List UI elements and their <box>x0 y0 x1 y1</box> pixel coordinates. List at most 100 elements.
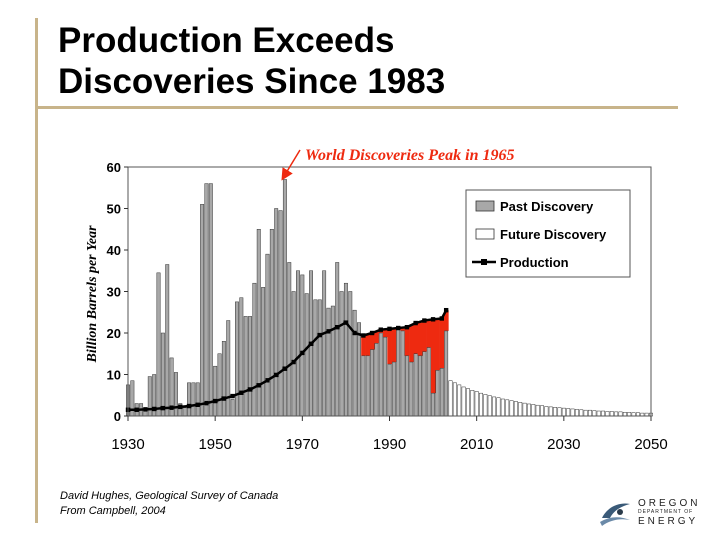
slide-title-line-1: Production Exceeds <box>58 21 395 60</box>
past-discovery-bar <box>365 355 370 417</box>
future-discovery-bar <box>627 412 632 417</box>
future-discovery-bar <box>535 404 540 417</box>
future-discovery-bar <box>461 386 466 417</box>
production-point <box>335 324 340 330</box>
future-discovery-bar <box>609 411 614 417</box>
left-accent-rule <box>35 18 38 523</box>
past-discovery-bar <box>439 368 444 417</box>
past-discovery-bar <box>426 347 431 417</box>
production-gap-area <box>365 334 371 356</box>
y-tick-label: 20 <box>107 326 121 341</box>
production-gap-area <box>374 331 379 344</box>
future-discovery-bar <box>601 410 606 417</box>
production-point <box>404 324 410 330</box>
past-discovery-bar <box>404 355 409 417</box>
y-axis-label: Billion Barrels per Year <box>85 225 100 364</box>
past-discovery-bar <box>235 301 239 417</box>
production-point <box>169 405 174 410</box>
logo-line-3: ENERGY <box>638 516 699 527</box>
future-discovery-bar <box>566 408 571 417</box>
past-discovery-bar <box>156 272 161 417</box>
past-discovery-bar <box>291 291 296 417</box>
future-discovery-bar <box>474 391 479 417</box>
future-discovery-bar <box>618 411 623 417</box>
past-discovery-bar <box>370 349 375 417</box>
past-discovery-bar <box>208 183 213 417</box>
future-discovery-bar <box>448 380 453 417</box>
past-discovery-bar <box>435 370 440 417</box>
past-discovery-bar <box>352 309 357 417</box>
legend-swatch-past <box>475 200 495 212</box>
past-discovery-bar <box>361 355 366 417</box>
annotation-arrow <box>281 149 301 181</box>
past-discovery-bar <box>217 353 222 417</box>
past-discovery-bar <box>261 287 266 417</box>
production-point <box>443 307 449 313</box>
production-point <box>430 317 436 322</box>
past-discovery-bar <box>304 293 309 417</box>
past-discovery-bar <box>269 229 274 417</box>
source-credit: David Hughes, Geological Survey of Canad… <box>60 489 278 519</box>
legend-label-future: Future Discovery <box>500 227 607 242</box>
production-point <box>396 325 401 331</box>
future-discovery-bar <box>622 412 627 417</box>
past-discovery-bar <box>265 253 270 417</box>
future-discovery-bar <box>561 407 566 417</box>
logo-line-2: DEPARTMENT OF <box>638 509 694 515</box>
production-gap-area <box>417 321 423 356</box>
oregon-energy-logo-text: OREGON DEPARTMENT OF ENERGY <box>638 498 700 527</box>
future-discovery-bar <box>513 401 518 417</box>
title-underline-rule <box>35 106 678 109</box>
production-point <box>186 403 192 409</box>
production-point <box>361 333 366 338</box>
production-point <box>134 407 139 412</box>
legend: Past Discovery Future Discovery Producti… <box>465 189 631 278</box>
production-point <box>291 359 296 365</box>
production-point <box>422 318 427 323</box>
x-tick-label: 1930 <box>111 436 144 453</box>
slide-title: Production Exceeds Discoveries Since 198… <box>58 20 445 102</box>
past-discovery-bar <box>387 363 392 417</box>
tick-layer: 1930 1950 1970 1990 2010 2030 2050010203040506… <box>107 160 668 453</box>
past-discovery-bar <box>226 320 231 417</box>
production-point <box>239 390 244 395</box>
future-discovery-bar <box>518 402 523 417</box>
past-discovery-bar <box>348 291 353 417</box>
past-discovery-bar <box>335 262 340 417</box>
past-discovery-bar <box>383 336 388 417</box>
future-discovery-bar <box>583 409 588 417</box>
oregon-energy-logo-mark-icon <box>600 503 630 526</box>
future-discovery-bar <box>479 392 483 417</box>
future-discovery-bar <box>605 411 610 417</box>
past-discovery-bar <box>187 382 191 417</box>
past-discovery-bar <box>326 307 331 417</box>
past-discovery-bar <box>396 328 401 417</box>
future-discovery-bar <box>509 400 514 417</box>
production-gap-area <box>439 318 445 369</box>
past-discovery-bar <box>339 291 344 417</box>
x-tick-label: 2050 <box>634 436 667 453</box>
past-discovery-bar <box>431 392 436 417</box>
past-discovery-bar <box>374 343 379 417</box>
past-discovery-bar <box>165 264 170 417</box>
production-point <box>317 332 322 338</box>
future-discovery-bar <box>527 403 531 417</box>
past-discovery-bar <box>248 316 252 417</box>
future-discovery-bar <box>544 406 549 417</box>
production-gap-area <box>400 327 406 331</box>
production-point <box>247 387 253 392</box>
future-discovery-bar <box>540 405 544 417</box>
legend-marker-production <box>481 259 487 265</box>
production-gap-area <box>369 333 375 350</box>
x-tick-label: 1970 <box>286 436 319 453</box>
production-point <box>352 330 357 336</box>
y-tick-label: 30 <box>107 285 121 300</box>
past-discovery-bar <box>287 262 292 417</box>
production-point <box>273 372 279 378</box>
past-discovery-bar <box>400 330 405 417</box>
production-gap-area <box>404 327 410 356</box>
production-point <box>204 400 209 406</box>
production-point <box>212 398 218 404</box>
production-gap-area <box>413 323 419 354</box>
